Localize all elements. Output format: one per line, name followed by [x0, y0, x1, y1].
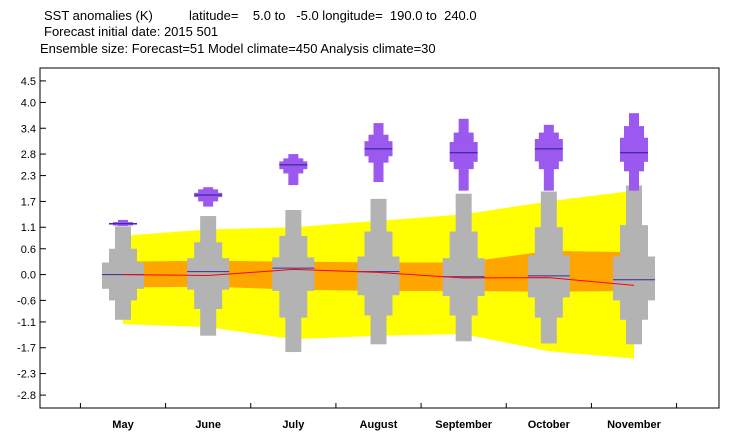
- y-tick-label: 0.0: [21, 270, 36, 282]
- forecast-november-iqr-box: [620, 137, 648, 162]
- x-label-september: September: [435, 419, 493, 431]
- y-tick-label: -1.7: [17, 343, 36, 355]
- x-label-june: June: [195, 419, 221, 431]
- climate-july-iqr-box: [272, 257, 315, 291]
- chart-header: SST anomalies (K) latitude= 5.0 to -5.0 …: [0, 0, 730, 60]
- forecast-date-line: Forecast initial date: 2015 501: [44, 24, 219, 39]
- climate-november-iqr-box: [613, 256, 655, 301]
- forecast-september-iqr-box: [449, 142, 478, 162]
- x-label-may: May: [112, 419, 134, 431]
- y-tick-label: 4.0: [21, 97, 36, 109]
- x-axis: May June July August September October Novembe…: [79, 403, 678, 431]
- y-tick-label: 1.7: [21, 196, 36, 208]
- y-tick-label: 4.5: [21, 76, 36, 88]
- y-axis: 4.5 4.0 3.4 2.8 2.3 1.7 1.1 0.6 0.0 -0.6 -1.1 -1.7 -…: [17, 76, 46, 402]
- box-plots: [102, 113, 655, 353]
- y-tick-label: 0.6: [21, 244, 36, 256]
- y-tick-label: -0.6: [17, 295, 36, 307]
- y-tick-label: -2.8: [17, 390, 36, 402]
- x-label-november: November: [607, 419, 662, 431]
- y-tick-label: -2.3: [17, 369, 36, 381]
- forecast-october-iqr-box: [534, 139, 563, 162]
- y-tick-label: 3.4: [21, 123, 36, 135]
- y-tick-label: -1.1: [17, 317, 36, 329]
- y-tick-label: 2.3: [21, 171, 36, 183]
- climate-may-iqr-box: [102, 262, 144, 289]
- x-label-july: July: [282, 419, 305, 431]
- chart-title: SST anomalies (K) latitude= 5.0 to -5.0 …: [44, 8, 477, 23]
- climate-august-iqr-box: [357, 256, 400, 296]
- x-label-august: August: [360, 419, 398, 431]
- climate-june-iqr-box: [187, 258, 230, 290]
- y-tick-label: 2.8: [21, 149, 36, 161]
- x-label-october: October: [528, 419, 571, 431]
- analysis-line: [122, 268, 635, 286]
- ensemble-size-line: Ensemble size: Forecast=51 Model climate…: [40, 41, 436, 56]
- y-tick-label: 1.1: [21, 222, 36, 234]
